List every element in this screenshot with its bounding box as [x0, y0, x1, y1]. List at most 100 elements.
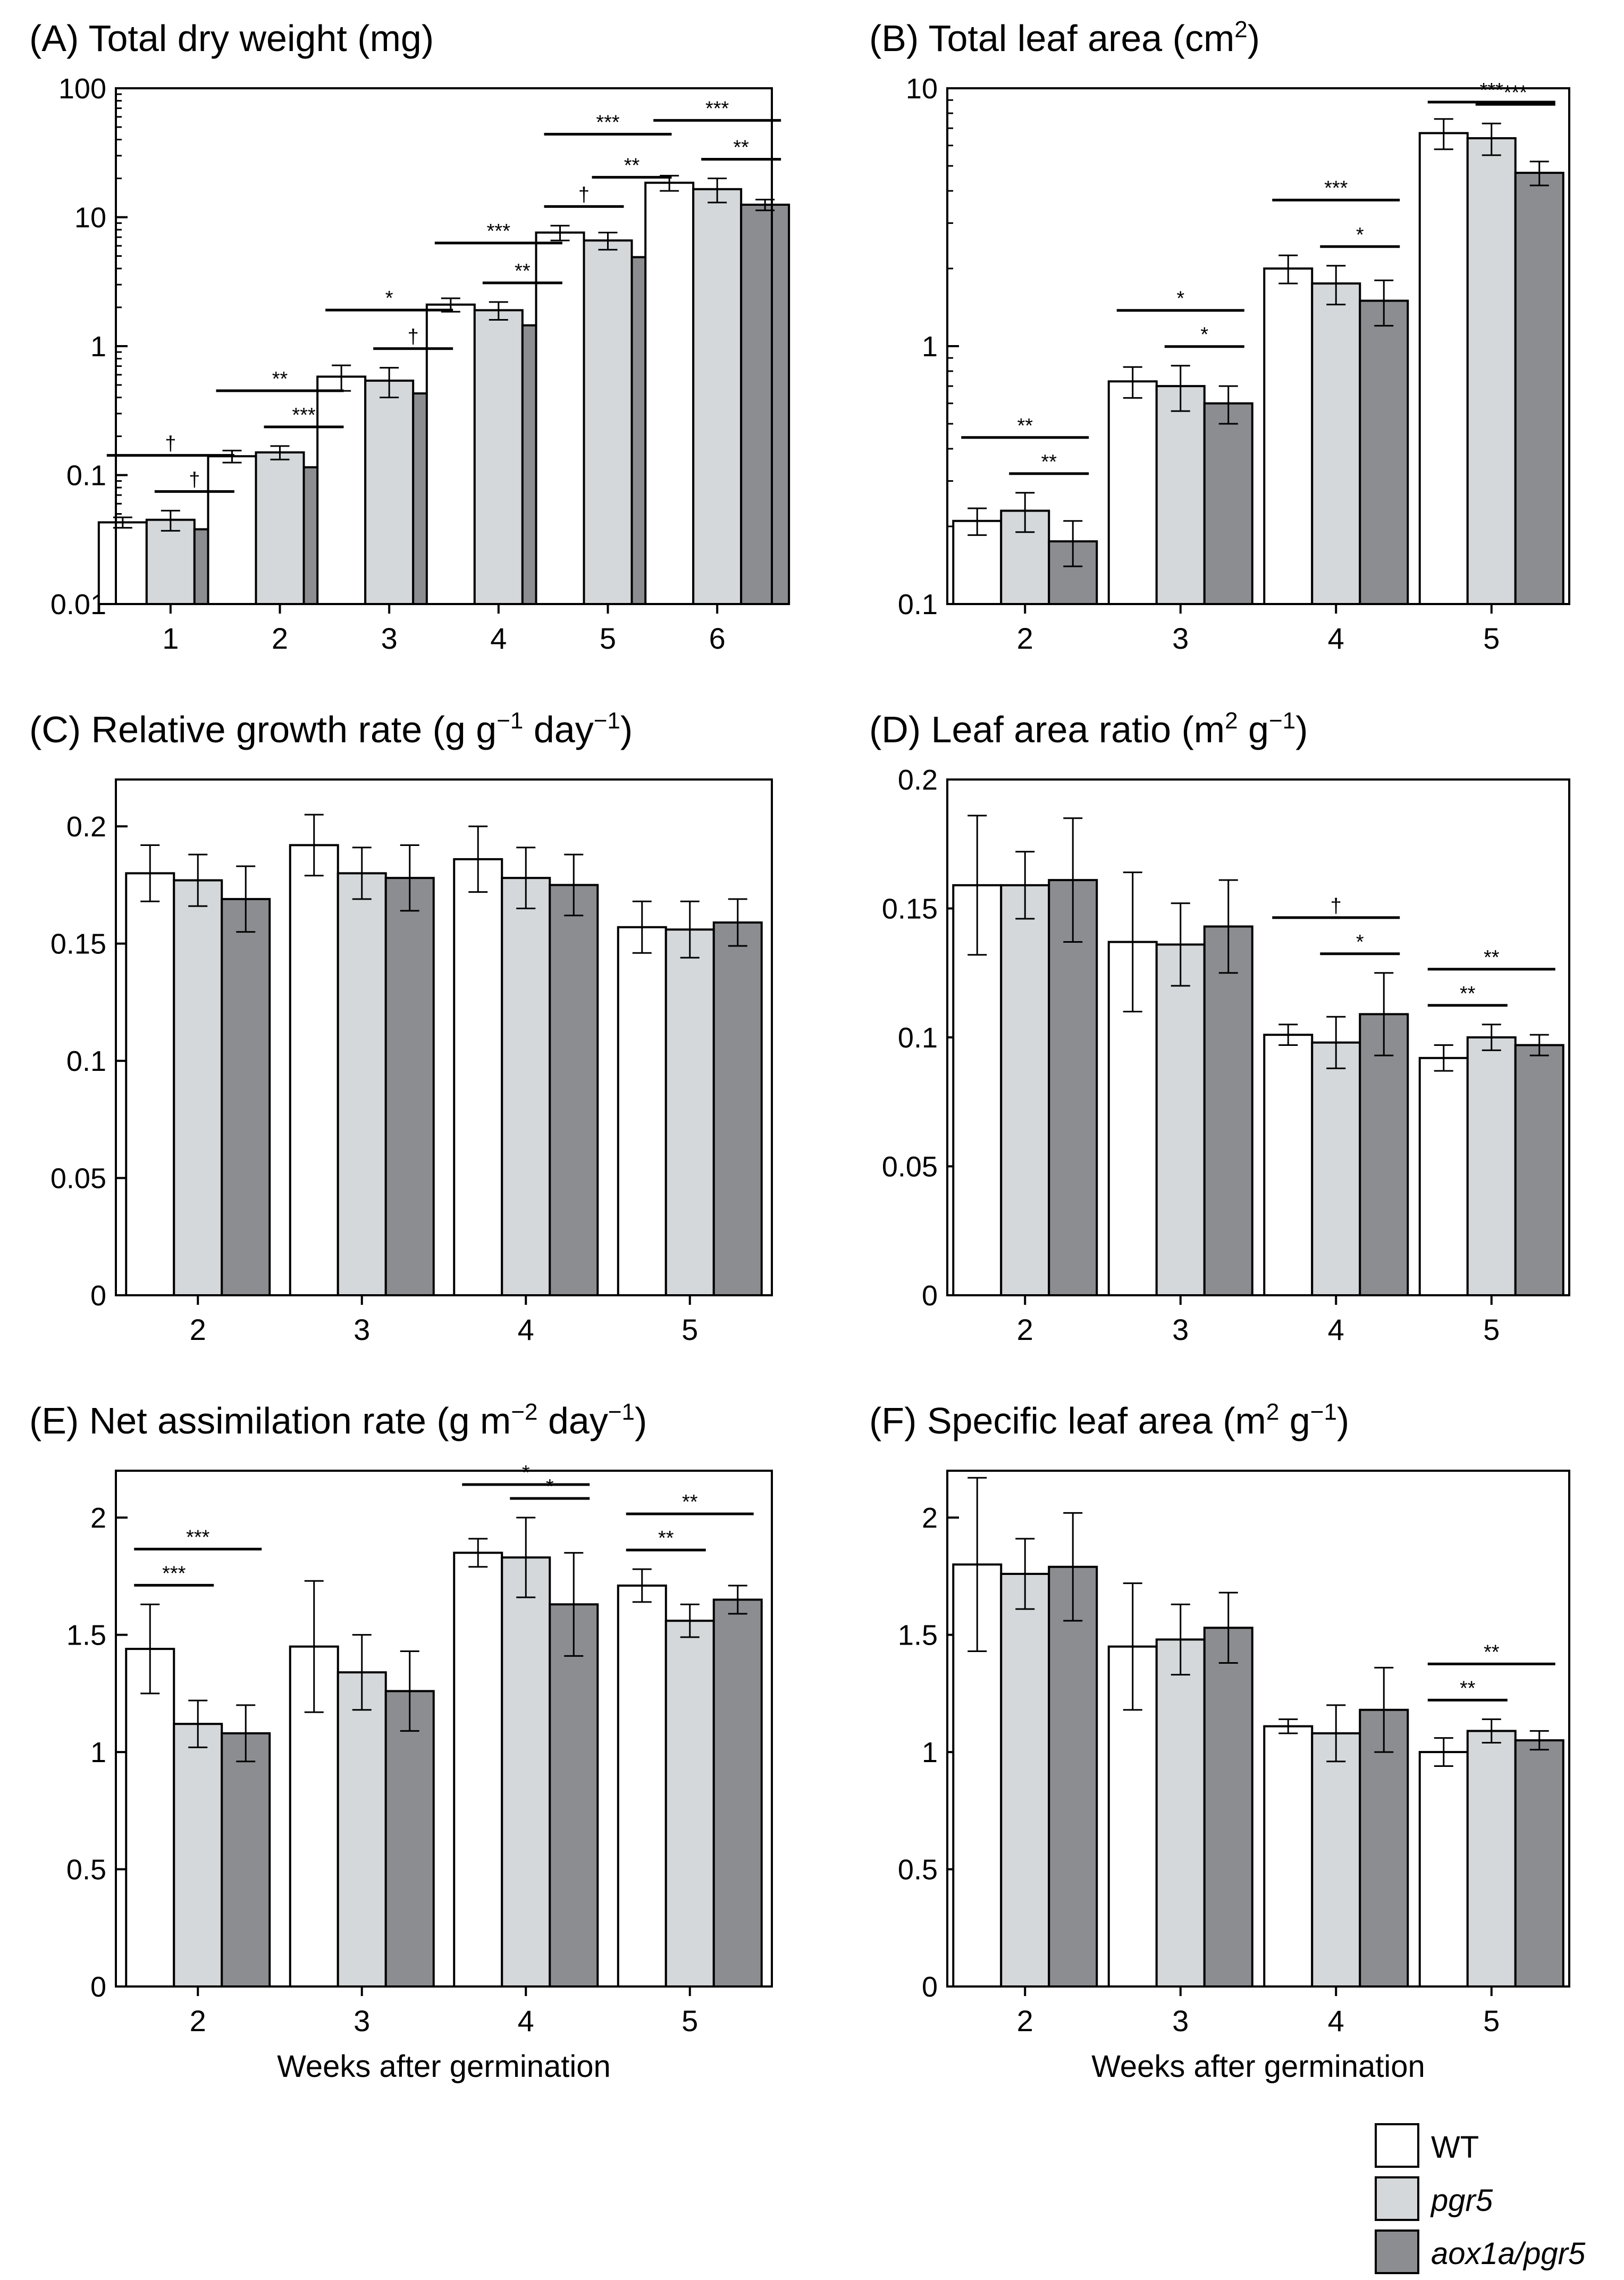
x-tick-label: 4	[1328, 2004, 1344, 2038]
bar	[1263, 1034, 1314, 1297]
bar	[453, 858, 503, 1296]
panel-f-title: (F) Specific leaf area (m2 g−1)	[869, 1399, 1349, 1441]
plot-frame	[946, 87, 1570, 605]
bar	[644, 181, 695, 605]
y-tick-label: 10	[74, 202, 106, 234]
significance-label: *	[1356, 931, 1364, 953]
bar	[173, 879, 223, 1297]
significance-label: *	[385, 287, 393, 309]
y-tick-label: 0.15	[882, 893, 938, 925]
bar	[692, 188, 743, 605]
x-tick-label: 2	[1017, 622, 1033, 655]
bar	[1418, 1751, 1469, 1988]
y-tick-label: 0.2	[66, 811, 106, 843]
bar	[1514, 1044, 1564, 1297]
legend-label-wt: WT	[1431, 2130, 1479, 2165]
significance-label: *	[1200, 324, 1208, 346]
x-tick-label: 5	[1483, 2004, 1500, 2038]
bar	[1155, 1638, 1206, 1988]
x-tick-label: 4	[1328, 622, 1344, 655]
y-tick-label: 0.1	[898, 1022, 938, 1054]
x-tick-label: 3	[381, 622, 398, 655]
legend-swatch-pgr5	[1375, 2176, 1419, 2221]
x-tick-label: 5	[681, 1313, 698, 1346]
significance-label: *	[546, 1476, 554, 1498]
bar	[1466, 137, 1517, 606]
significance-label: **	[624, 154, 640, 177]
bar	[1514, 1739, 1564, 1988]
x-tick-label: 4	[518, 2004, 534, 2038]
y-tick-label: 0	[922, 1971, 938, 2003]
title-part: )	[635, 1400, 647, 1441]
y-tick-label: 1	[922, 1737, 938, 1768]
y-tick-label: 1	[90, 331, 106, 363]
bar	[501, 877, 551, 1296]
bar	[535, 231, 585, 605]
bar	[145, 518, 196, 605]
y-tick-label: 1	[90, 1737, 106, 1768]
significance-label: ***	[705, 97, 729, 120]
bar	[336, 872, 387, 1296]
title-part: −1	[497, 708, 523, 734]
significance-label: ***	[487, 220, 511, 242]
x-tick-label: 3	[1172, 2004, 1189, 2038]
y-tick-label: 10	[906, 73, 938, 105]
bar	[1311, 1732, 1361, 1988]
bar	[425, 303, 476, 605]
plot-frame	[115, 778, 773, 1296]
title-part: (B) Total leaf area (cm	[869, 18, 1234, 59]
title-part: g	[1238, 709, 1269, 750]
x-tick-label: 1	[162, 622, 179, 655]
significance-label: †	[165, 432, 176, 455]
title-part: (D) Leaf area ratio (m	[869, 709, 1225, 750]
x-axis-label: Weeks after germination	[277, 2049, 611, 2084]
y-tick-label: 0.05	[51, 1163, 106, 1195]
legend: WT pgr5 aox1a/pgr5	[1375, 2123, 1586, 2274]
significance-label: **	[1460, 1677, 1476, 1699]
bar	[1203, 1627, 1253, 1988]
title-part: (C) Relative growth rate (g g	[29, 709, 497, 750]
significance-label: ***	[1480, 79, 1504, 102]
bar	[1311, 282, 1361, 605]
y-tick-label: 2	[90, 1502, 106, 1534]
bar	[1155, 385, 1206, 605]
y-tick-label: 0.5	[898, 1854, 938, 1886]
panel-d: (D) Leaf area ratio (m2 g−1)00.050.10.15…	[869, 708, 1570, 1346]
legend-label-pgr5: pgr5	[1430, 2183, 1493, 2218]
significance-label: **	[1484, 1641, 1500, 1663]
bar	[1263, 1725, 1314, 1988]
significance-label: †	[189, 468, 200, 491]
bar	[617, 926, 667, 1296]
title-part: day	[523, 709, 593, 750]
panel-e-title: (E) Net assimilation rate (g m−2 day−1)	[29, 1399, 647, 1441]
title-part: (F) Specific leaf area (m	[869, 1400, 1266, 1441]
bar	[740, 203, 790, 605]
x-axis-label: Weeks after germination	[1091, 2049, 1425, 2084]
title-part: 2	[1266, 1399, 1279, 1425]
significance-label: *	[1176, 288, 1184, 310]
title-part: 2	[1225, 708, 1238, 734]
bar	[125, 1648, 175, 1988]
bar	[1514, 172, 1564, 605]
significance-label: **	[658, 1527, 674, 1549]
bar	[712, 1598, 763, 1988]
bar	[1418, 1057, 1469, 1297]
title-part: −1	[608, 1399, 635, 1425]
bar	[501, 1556, 551, 1988]
panel-b-title: (B) Total leaf area (cm2)	[869, 16, 1260, 59]
bar	[453, 1552, 503, 1988]
title-part: g	[1279, 1400, 1310, 1441]
bar	[1418, 132, 1469, 606]
panel-a-title: (A) Total dry weight (mg)	[29, 18, 434, 59]
title-part: )	[1337, 1400, 1349, 1441]
bar	[1203, 402, 1253, 605]
panel-c: (C) Relative growth rate (g g−1 day−1)00…	[29, 708, 773, 1346]
panel-c-title: (C) Relative growth rate (g g−1 day−1)	[29, 708, 633, 750]
bar	[1263, 267, 1314, 606]
plot-frame	[946, 778, 1570, 1296]
x-tick-label: 2	[190, 1313, 206, 1346]
bar	[1048, 1565, 1098, 1988]
bar	[221, 1732, 271, 1988]
bar	[1155, 943, 1206, 1296]
